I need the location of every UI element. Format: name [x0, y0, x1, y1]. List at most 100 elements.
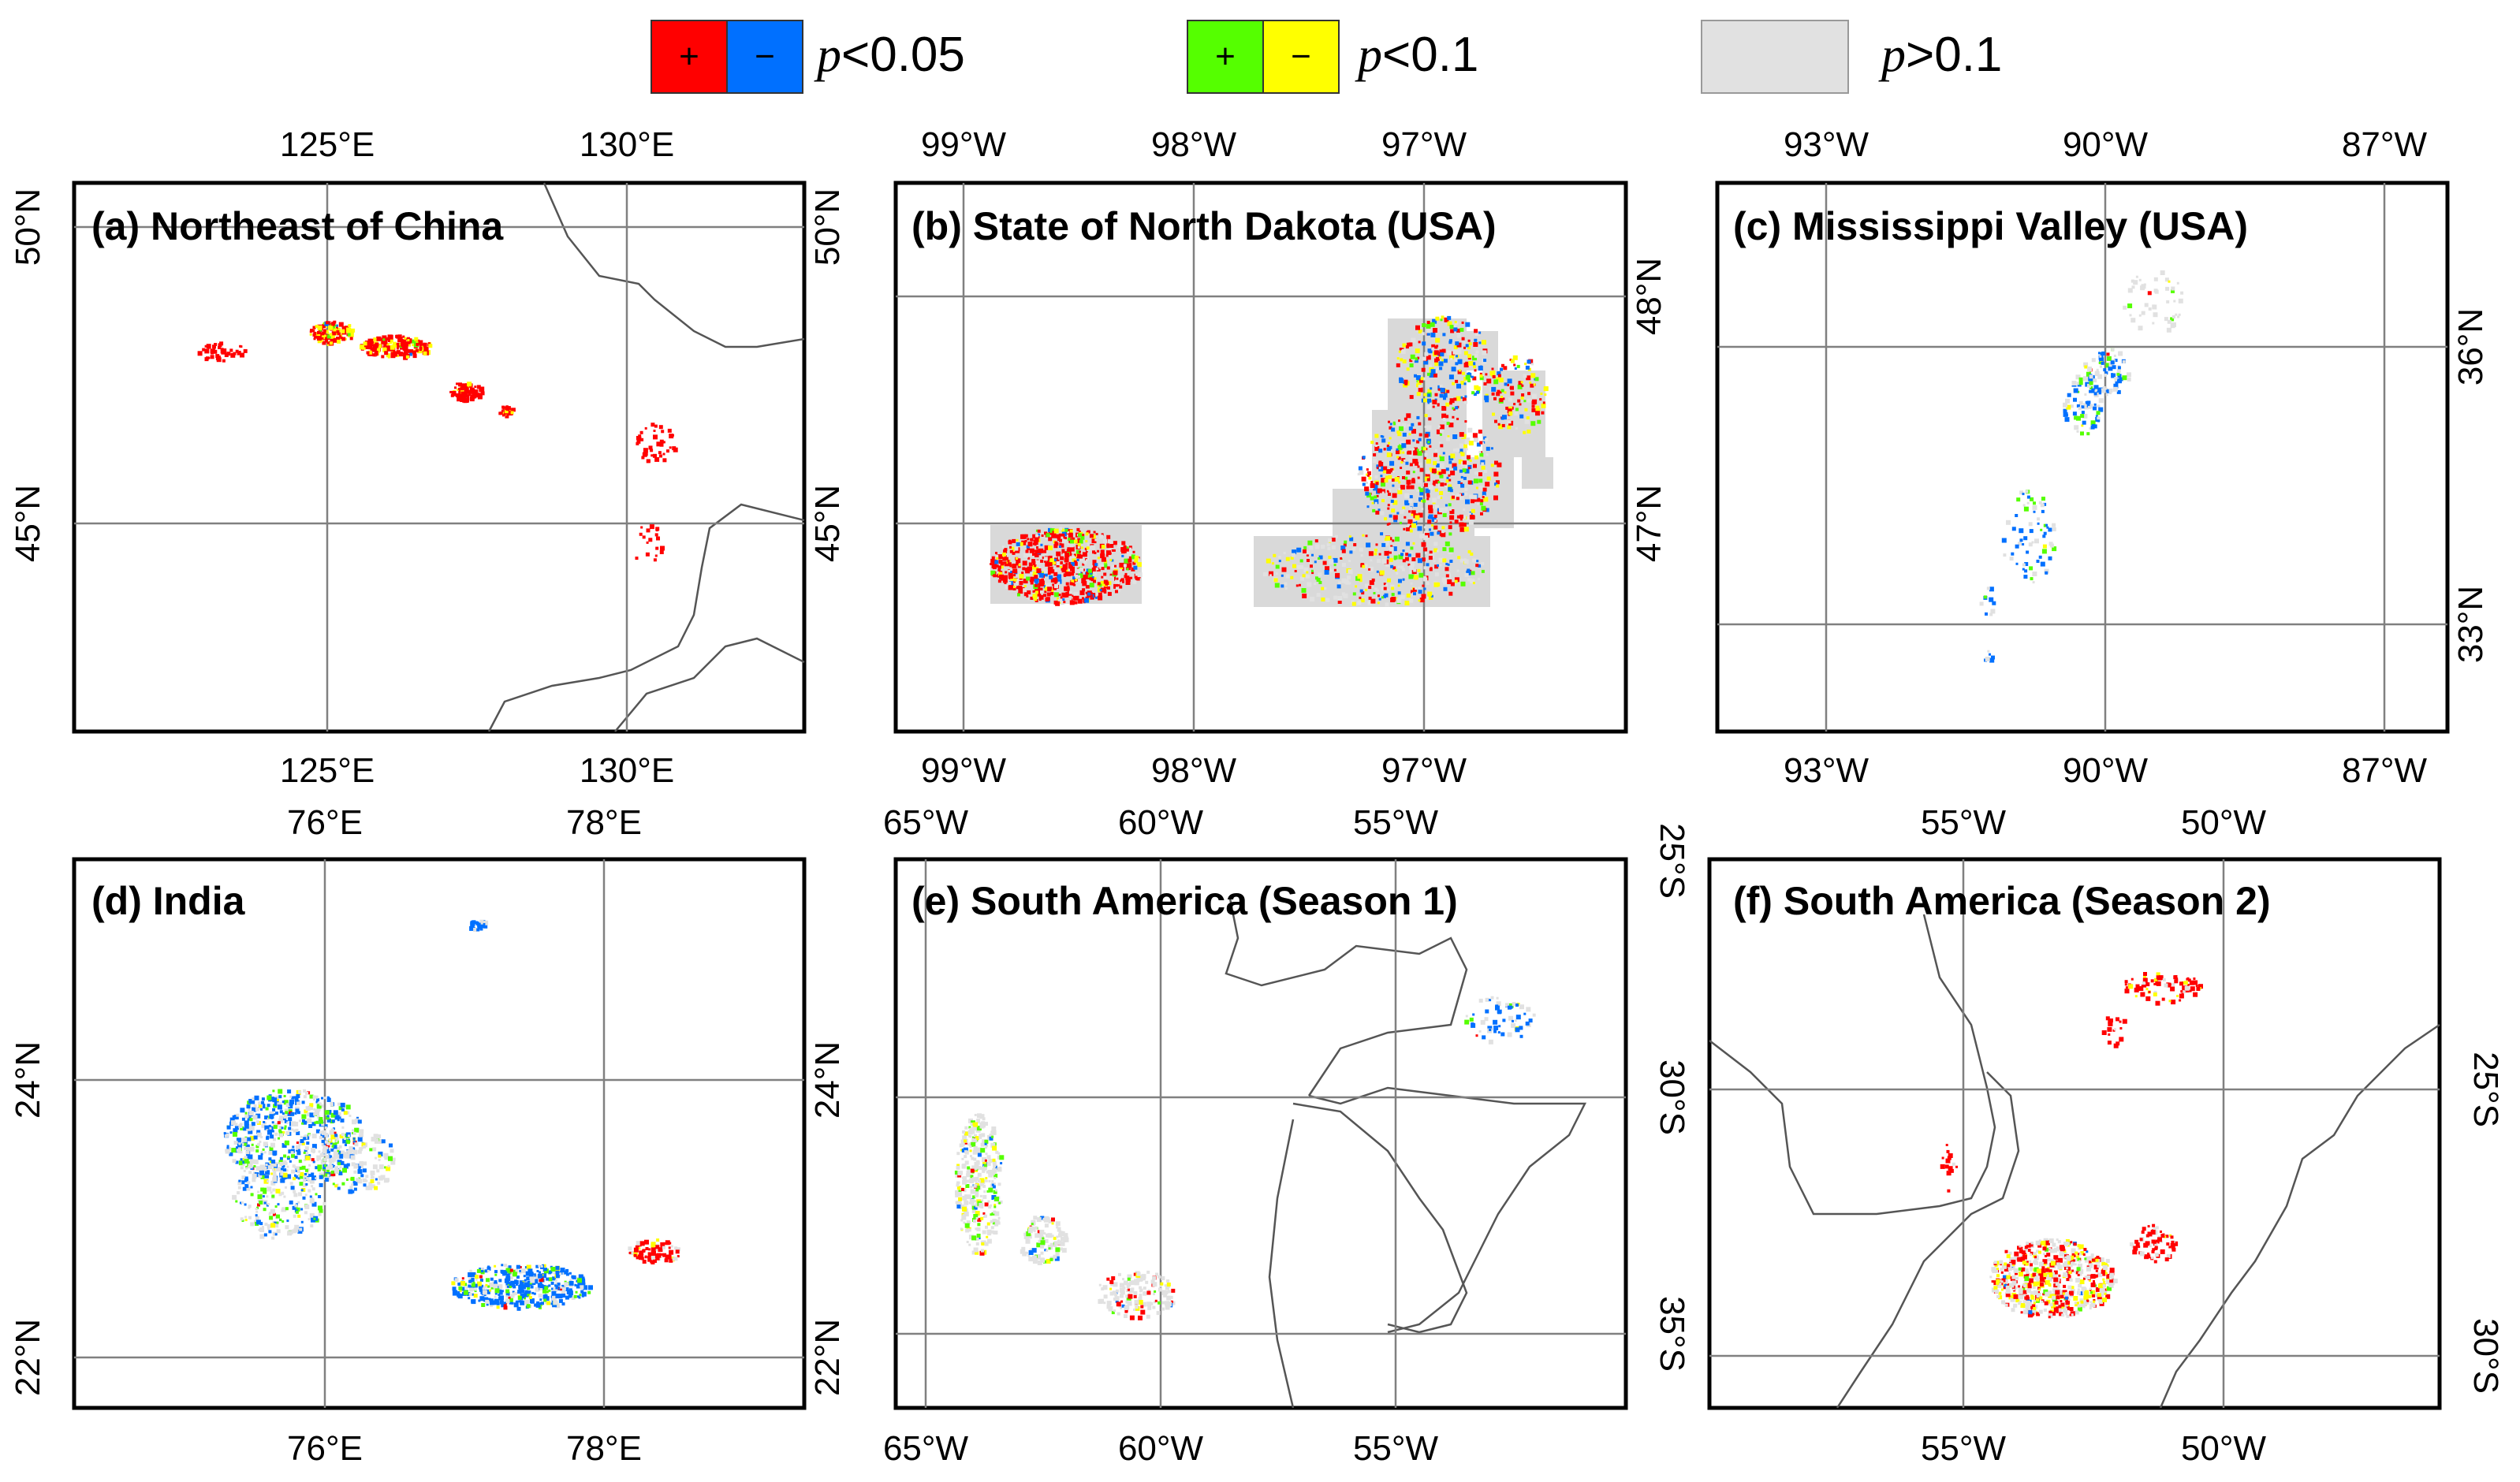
classified-pixel — [508, 1296, 511, 1299]
classified-pixel — [1452, 415, 1455, 419]
classified-pixel — [1048, 537, 1053, 542]
classified-pixel — [1131, 567, 1135, 572]
classified-pixel — [1510, 359, 1515, 363]
classified-pixel — [296, 1145, 300, 1150]
classified-pixel — [324, 1164, 327, 1167]
classified-pixel — [297, 1214, 301, 1218]
classified-pixel — [1414, 374, 1417, 378]
classified-pixel — [1378, 598, 1381, 601]
classified-pixel — [1512, 355, 1518, 360]
classified-pixel — [250, 1222, 255, 1227]
classified-pixel — [322, 331, 326, 336]
classified-pixel — [476, 928, 480, 932]
classified-pixel — [1423, 482, 1428, 487]
classified-pixel — [1496, 484, 1500, 488]
classified-pixel — [1471, 515, 1475, 519]
classified-pixel — [283, 1115, 288, 1119]
classified-pixel — [642, 1249, 646, 1253]
classified-pixel — [2081, 405, 2085, 409]
classified-pixel — [1453, 448, 1456, 452]
classified-pixel — [2032, 505, 2037, 510]
classified-pixel — [973, 1122, 979, 1127]
classified-pixel — [1449, 419, 1454, 423]
classified-pixel — [387, 1164, 390, 1167]
classified-pixel — [1067, 542, 1070, 546]
classified-pixel — [1005, 585, 1009, 589]
classified-pixel — [957, 1181, 960, 1184]
classified-pixel — [321, 1123, 325, 1126]
classified-pixel — [313, 337, 316, 341]
classified-pixel — [315, 325, 319, 328]
classified-pixel — [1412, 587, 1417, 592]
classified-pixel — [973, 1146, 978, 1151]
classified-pixel — [1094, 577, 1097, 580]
classified-pixel — [642, 535, 646, 539]
classified-pixel — [989, 1136, 993, 1141]
classified-pixel — [1428, 485, 1433, 490]
classified-pixel — [401, 352, 404, 355]
classified-pixel — [1448, 525, 1452, 530]
classified-pixel — [2113, 354, 2116, 357]
classified-pixel — [1167, 1290, 1171, 1294]
classified-pixel — [1400, 553, 1404, 557]
classified-pixel — [403, 352, 406, 356]
classified-pixel — [1490, 447, 1493, 450]
classified-pixel — [312, 1160, 315, 1164]
classified-pixel — [1085, 584, 1090, 589]
classified-pixel — [995, 552, 997, 554]
classified-pixel — [966, 1220, 971, 1225]
classified-pixel — [1482, 350, 1487, 356]
classified-pixel — [1125, 576, 1131, 582]
classified-pixel — [1463, 382, 1467, 385]
classified-pixel — [1061, 551, 1065, 555]
classified-pixel — [1445, 504, 1448, 507]
classified-pixel — [345, 1139, 349, 1143]
classified-pixel — [651, 1247, 656, 1253]
classified-pixel — [1539, 398, 1542, 401]
classified-pixel — [342, 1138, 348, 1144]
classified-pixel — [1049, 1257, 1053, 1261]
classified-pixel — [1121, 1304, 1125, 1308]
classified-pixel — [1132, 550, 1135, 553]
classified-pixel — [1039, 579, 1044, 583]
classified-pixel — [1062, 598, 1065, 601]
classified-pixel — [1468, 441, 1474, 446]
classified-pixel — [1064, 528, 1068, 532]
classified-pixel — [1438, 508, 1444, 513]
classified-pixel — [1057, 574, 1062, 579]
classified-pixel — [581, 1291, 587, 1297]
classified-pixel — [249, 1135, 255, 1141]
classified-pixel — [988, 1205, 992, 1209]
classified-pixel — [1483, 359, 1487, 363]
classified-pixel — [285, 1103, 290, 1108]
panel-f-frame — [1707, 857, 2442, 1410]
classified-pixel — [1393, 555, 1398, 560]
classified-pixel — [1412, 459, 1418, 464]
classified-pixel — [271, 1130, 274, 1133]
classified-pixel — [1109, 554, 1112, 557]
classified-pixel — [240, 1108, 245, 1113]
classified-pixel — [409, 349, 414, 353]
classified-pixel — [1442, 452, 1445, 455]
classified-pixel — [1389, 460, 1395, 466]
classified-pixel — [561, 1302, 565, 1306]
classified-pixel — [1403, 527, 1406, 531]
classified-pixel — [640, 526, 643, 529]
classified-pixel — [1438, 557, 1444, 563]
classified-pixel — [213, 349, 218, 354]
classified-pixel — [543, 1268, 549, 1274]
classified-pixel — [303, 1137, 307, 1141]
classified-pixel — [1023, 579, 1028, 584]
classified-pixel — [2178, 313, 2181, 316]
classified-pixel — [1086, 571, 1090, 575]
classified-pixel — [2089, 374, 2093, 379]
classified-pixel — [1386, 447, 1390, 451]
classified-pixel — [1139, 1277, 1143, 1282]
classified-pixel — [1094, 592, 1098, 596]
classified-pixel — [675, 1249, 680, 1254]
classified-pixel — [274, 1223, 279, 1228]
classified-pixel — [272, 1089, 275, 1093]
classified-pixel — [2089, 427, 2092, 430]
classified-pixel — [555, 1272, 561, 1277]
classified-pixel — [1306, 571, 1309, 574]
